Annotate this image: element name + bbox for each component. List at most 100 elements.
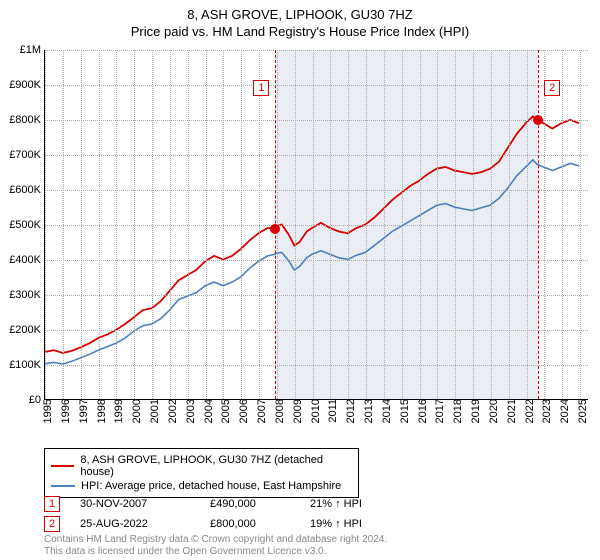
legend-swatch bbox=[51, 485, 75, 487]
gridline-v bbox=[152, 50, 153, 399]
plot-region: £0£100K£200K£300K£400K£500K£600K£700K£80… bbox=[44, 50, 588, 400]
y-axis-label: £700K bbox=[9, 149, 45, 161]
marker-box: 1 bbox=[253, 80, 269, 96]
gridline-v bbox=[259, 50, 260, 399]
gridline-v bbox=[348, 50, 349, 399]
gridline-h bbox=[45, 225, 588, 226]
y-axis-label: £800K bbox=[9, 114, 45, 126]
y-axis-label: £500K bbox=[9, 219, 45, 231]
x-axis-label: 1997 bbox=[72, 399, 90, 423]
marker-box: 2 bbox=[544, 80, 560, 96]
gridline-v bbox=[241, 50, 242, 399]
gridline-v bbox=[473, 50, 474, 399]
marker-line bbox=[538, 50, 539, 399]
sales-table: 1 30-NOV-2007 £490,000 21% ↑ HPI 2 25-AU… bbox=[44, 494, 420, 534]
gridline-v bbox=[81, 50, 82, 399]
gridline-h bbox=[45, 120, 588, 121]
gridline-h bbox=[45, 50, 588, 51]
gridline-v bbox=[366, 50, 367, 399]
gridline-h bbox=[45, 330, 588, 331]
gridline-v bbox=[188, 50, 189, 399]
legend: 8, ASH GROVE, LIPHOOK, GU30 7HZ (detache… bbox=[44, 448, 359, 498]
x-axis-label: 2005 bbox=[214, 399, 232, 423]
legend-swatch bbox=[51, 465, 74, 467]
x-axis-label: 2014 bbox=[375, 399, 393, 423]
gridline-v bbox=[99, 50, 100, 399]
gridline-v bbox=[491, 50, 492, 399]
gridline-v bbox=[330, 50, 331, 399]
sale-delta: 19% ↑ HPI bbox=[310, 518, 420, 530]
y-axis-label: £600K bbox=[9, 184, 45, 196]
x-axis-label: 2011 bbox=[321, 399, 339, 423]
x-axis-label: 2019 bbox=[464, 399, 482, 423]
gridline-v bbox=[223, 50, 224, 399]
sale-price: £490,000 bbox=[210, 498, 290, 510]
x-axis-label: 2025 bbox=[571, 399, 589, 423]
x-axis-label: 1999 bbox=[107, 399, 125, 423]
x-axis-label: 2004 bbox=[197, 399, 215, 423]
y-axis-label: £900K bbox=[9, 79, 45, 91]
x-axis-label: 2012 bbox=[339, 399, 357, 423]
gridline-v bbox=[116, 50, 117, 399]
x-axis-label: 1995 bbox=[36, 399, 54, 423]
x-axis-label: 1998 bbox=[90, 399, 108, 423]
gridline-v bbox=[206, 50, 207, 399]
gridline-h bbox=[45, 155, 588, 156]
x-axis-label: 2007 bbox=[250, 399, 268, 423]
gridline-v bbox=[580, 50, 581, 399]
gridline-v bbox=[134, 50, 135, 399]
gridline-h bbox=[45, 260, 588, 261]
footer-attribution: Contains HM Land Registry data © Crown c… bbox=[44, 534, 387, 558]
gridline-h bbox=[45, 365, 588, 366]
gridline-v bbox=[402, 50, 403, 399]
legend-label: 8, ASH GROVE, LIPHOOK, GU30 7HZ (detache… bbox=[80, 454, 352, 478]
gridline-v bbox=[384, 50, 385, 399]
y-axis-label: £200K bbox=[9, 324, 45, 336]
gridline-v bbox=[509, 50, 510, 399]
x-axis-label: 1996 bbox=[54, 399, 72, 423]
y-axis-label: £300K bbox=[9, 289, 45, 301]
gridline-h bbox=[45, 85, 588, 86]
y-axis-label: £100K bbox=[9, 359, 45, 371]
legend-item: 8, ASH GROVE, LIPHOOK, GU30 7HZ (detache… bbox=[51, 453, 352, 479]
x-axis-label: 2018 bbox=[446, 399, 464, 423]
x-axis-label: 2017 bbox=[428, 399, 446, 423]
sale-delta: 21% ↑ HPI bbox=[310, 498, 420, 510]
sale-price: £800,000 bbox=[210, 518, 290, 530]
footer-line: This data is licensed under the Open Gov… bbox=[44, 546, 387, 558]
x-axis-label: 2024 bbox=[553, 399, 571, 423]
gridline-v bbox=[295, 50, 296, 399]
sale-date: 30-NOV-2007 bbox=[80, 498, 190, 510]
gridline-v bbox=[437, 50, 438, 399]
x-axis-label: 2013 bbox=[357, 399, 375, 423]
chart-subtitle: Price paid vs. HM Land Registry's House … bbox=[0, 24, 600, 39]
legend-item: HPI: Average price, detached house, East… bbox=[51, 479, 352, 493]
x-axis-label: 2001 bbox=[143, 399, 161, 423]
x-axis-label: 2003 bbox=[179, 399, 197, 423]
x-axis-label: 2002 bbox=[161, 399, 179, 423]
gridline-v bbox=[45, 50, 46, 399]
y-axis-label: £400K bbox=[9, 254, 45, 266]
gridline-h bbox=[45, 295, 588, 296]
sale-date: 25-AUG-2022 bbox=[80, 518, 190, 530]
gridline-v bbox=[455, 50, 456, 399]
x-axis-label: 2015 bbox=[393, 399, 411, 423]
footer-line: Contains HM Land Registry data © Crown c… bbox=[44, 534, 387, 546]
gridline-v bbox=[420, 50, 421, 399]
x-axis-label: 2010 bbox=[304, 399, 322, 423]
sale-row: 1 30-NOV-2007 £490,000 21% ↑ HPI bbox=[44, 494, 420, 514]
chart-container: 8, ASH GROVE, LIPHOOK, GU30 7HZ Price pa… bbox=[0, 0, 600, 560]
chart-title: 8, ASH GROVE, LIPHOOK, GU30 7HZ bbox=[0, 0, 600, 24]
x-axis-label: 2016 bbox=[411, 399, 429, 423]
x-axis-label: 2009 bbox=[286, 399, 304, 423]
gridline-v bbox=[544, 50, 545, 399]
gridline-v bbox=[170, 50, 171, 399]
marker-dot bbox=[270, 224, 280, 234]
x-axis-label: 2000 bbox=[125, 399, 143, 423]
gridline-v bbox=[313, 50, 314, 399]
x-axis-label: 2022 bbox=[518, 399, 536, 423]
x-axis-label: 2008 bbox=[268, 399, 286, 423]
gridline-v bbox=[63, 50, 64, 399]
x-axis-label: 2023 bbox=[535, 399, 553, 423]
x-axis-label: 2020 bbox=[482, 399, 500, 423]
